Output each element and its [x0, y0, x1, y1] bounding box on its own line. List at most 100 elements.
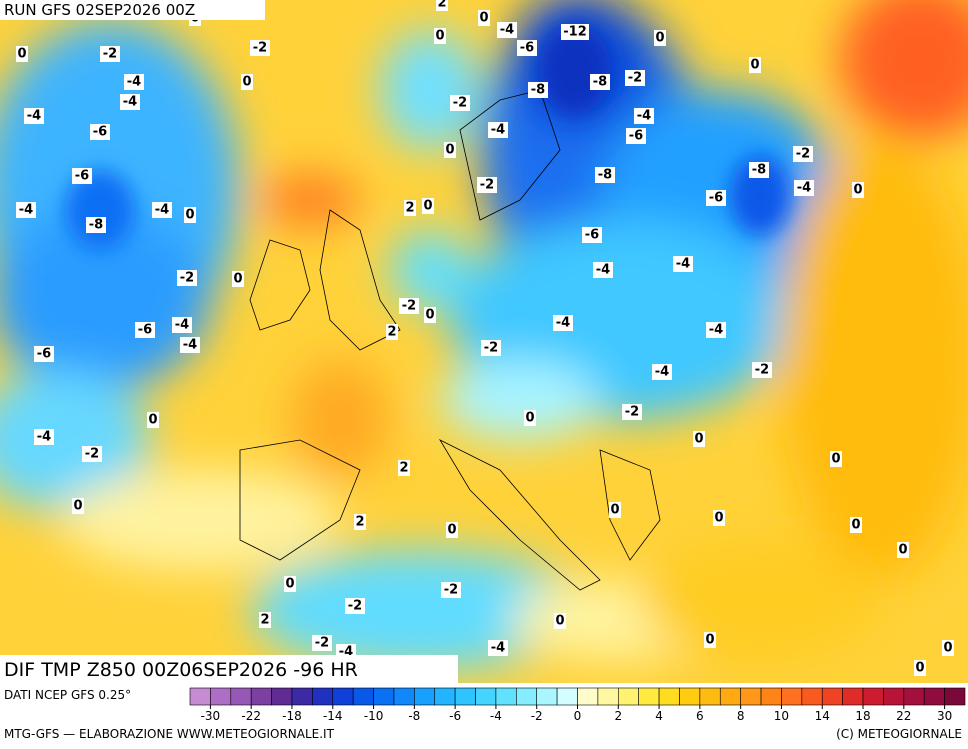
- contour-label-box: [713, 510, 725, 526]
- caption-box: [0, 655, 458, 683]
- contour-label-box: [422, 198, 434, 214]
- contour-label-box: [232, 271, 244, 287]
- colorbar-box: [250, 687, 272, 706]
- data-source: DATI NCEP GFS 0.25°: [4, 688, 131, 702]
- contour-label-box: [561, 24, 589, 40]
- contour-label: 0: [851, 518, 860, 533]
- contour-label-box: [528, 82, 548, 98]
- contour-label-box: [86, 217, 106, 233]
- contour-label: -2: [253, 41, 267, 56]
- contour-label: 0: [148, 413, 157, 428]
- contour-label: -2: [444, 583, 458, 598]
- colorbar-box: [719, 687, 741, 706]
- contour-label: 0: [435, 29, 444, 44]
- colorbar-tick-label: -22: [241, 709, 261, 723]
- contour-label-box: [625, 70, 645, 86]
- contour-label: -4: [155, 203, 169, 218]
- colorbar-tick-label: 6: [696, 709, 704, 723]
- contour-label: 0: [242, 75, 251, 90]
- contour-label: 0: [447, 523, 456, 538]
- contour-label: 0: [233, 272, 242, 287]
- contour-label: 2: [260, 613, 269, 628]
- contour-label-box: [250, 40, 270, 56]
- colorbar-box: [883, 687, 905, 706]
- contour-label-box: [654, 30, 666, 46]
- colorbar-box: [923, 687, 945, 706]
- contour-label-box: [749, 162, 769, 178]
- contour-label-box: [704, 632, 716, 648]
- contour-label-box: [478, 10, 490, 26]
- contour-label: 0: [853, 183, 862, 198]
- contour-label-box: [100, 46, 120, 62]
- colorbar-box: [679, 687, 701, 706]
- contour-label: -8: [598, 168, 612, 183]
- contour-label-box: [436, 0, 448, 11]
- contour-label: -6: [629, 129, 643, 144]
- contour-label: 0: [831, 452, 840, 467]
- contour-label-box: [16, 202, 36, 218]
- contour-label: -6: [709, 191, 723, 206]
- contour-label-box: [404, 200, 416, 216]
- contour-label: 0: [750, 58, 759, 73]
- colorbar-box: [577, 687, 599, 706]
- colorbar-tick-label: 30: [937, 709, 952, 723]
- contour-label: -4: [27, 109, 41, 124]
- colorbar-tick-label: 14: [815, 709, 830, 723]
- colorbar-box: [189, 687, 211, 706]
- contour-label-box: [752, 362, 772, 378]
- contour-label: -2: [453, 96, 467, 111]
- contour-label: -4: [556, 316, 570, 331]
- contour-labels: -12 -6 -4 0 0 0 0 -2 -8 -8 -2 -4 -4 -6 0 -8 -8 -2 -4 0 -6 -2 2…: [16, 0, 954, 676]
- contour-label-box: [830, 451, 842, 467]
- contour-label: 0: [285, 577, 294, 592]
- contour-label: -8: [531, 83, 545, 98]
- colorbar-box: [536, 687, 558, 706]
- colorbar-box: [291, 687, 313, 706]
- map-caption: DIF TMP Z850 00Z06SEP2026 -96 HR: [4, 659, 358, 681]
- contour-label: -2: [625, 405, 639, 420]
- colorbar-tick-label: -6: [449, 709, 461, 723]
- colorbar-box: [271, 687, 293, 706]
- colorbar-box: [516, 687, 538, 706]
- colorbar-box: [332, 687, 354, 706]
- contour-label: -4: [491, 123, 505, 138]
- contour-label-box: [593, 262, 613, 278]
- contour-label-box: [942, 640, 954, 656]
- coastline: [599, 449, 661, 561]
- contour-label: -2: [315, 636, 329, 651]
- contour-label: -4: [491, 641, 505, 656]
- contour-label-box: [34, 346, 54, 362]
- colorbar-box: [210, 687, 232, 706]
- contour-label: 0: [915, 661, 924, 676]
- colorbar-tick-label: -14: [323, 709, 343, 723]
- contour-label-box: [477, 177, 497, 193]
- contour-label-box: [793, 146, 813, 162]
- colorbar-tick-label: -8: [408, 709, 420, 723]
- colorbar-tick-label: -10: [364, 709, 384, 723]
- colorbar-box: [944, 687, 966, 706]
- contour-label: 0: [655, 31, 664, 46]
- contour-label-box: [634, 108, 654, 124]
- contour-label: -12: [563, 25, 587, 40]
- contour-label: 0: [898, 543, 907, 558]
- colorbar-box: [658, 687, 680, 706]
- contour-label-box: [749, 57, 761, 73]
- coastlines: [239, 89, 661, 591]
- contour-label: 0: [694, 432, 703, 447]
- contour-label-box: [399, 298, 419, 314]
- contour-label: -2: [796, 147, 810, 162]
- contour-label-box: [34, 429, 54, 445]
- contour-label: -6: [585, 228, 599, 243]
- contour-label: -2: [103, 47, 117, 62]
- contour-label-box: [794, 180, 814, 196]
- contour-label-box: [312, 635, 332, 651]
- contour-label-box: [582, 227, 602, 243]
- contour-label-box: [553, 315, 573, 331]
- run-header: RUN GFS 02SEP2026 00Z: [4, 1, 195, 19]
- contour-label: 0: [714, 511, 723, 526]
- colorbar-tick-label: 2: [614, 709, 622, 723]
- contour-label: -2: [180, 271, 194, 286]
- colorbar-tick-label: 22: [896, 709, 911, 723]
- contour-label-box: [622, 404, 642, 420]
